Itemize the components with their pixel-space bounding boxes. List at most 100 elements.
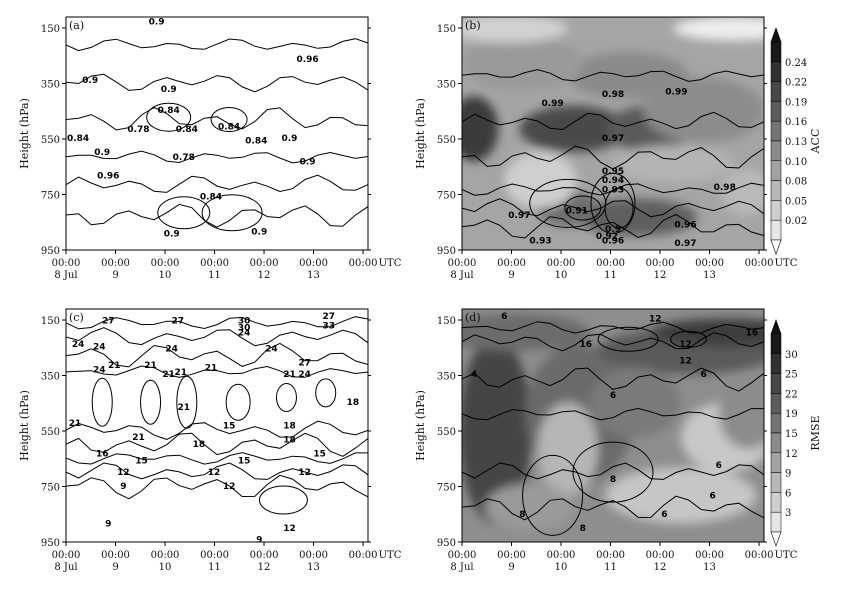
plot-frame (461, 16, 765, 251)
contour-label: 6 (610, 391, 616, 401)
contour-label: 24 (93, 342, 106, 352)
contour-label: 0.84 (158, 106, 180, 116)
colorbar-segment (770, 140, 782, 162)
y-tick-label: 350 (41, 372, 60, 383)
contour-line (462, 111, 764, 131)
contour-label: 0.96 (296, 55, 318, 65)
shaded-region (590, 367, 681, 438)
contour-line (66, 150, 368, 164)
x-tick-label-time: 00:00 (745, 550, 774, 561)
x-tick-label-time: 00:00 (101, 550, 130, 561)
x-tick-label-time: 00:00 (646, 550, 675, 561)
contour-label: 16 (580, 340, 593, 350)
x-unit-label: UTC (379, 258, 402, 269)
contour-label: 21 (174, 368, 187, 378)
x-axis: 00:008 Jul00:00900:001000:001100:001200:… (52, 250, 402, 281)
contour-label: 9 (120, 482, 126, 492)
x-tick-label-date: 13 (703, 562, 716, 573)
contour-line (66, 420, 368, 440)
plot-frame (65, 16, 369, 251)
y-axis-title: Height (hPa) (18, 390, 31, 461)
x-tick-label-date: 9 (112, 270, 118, 281)
contour-label: 12 (679, 340, 692, 350)
panel-d: 6 12 16 16 12 12 4 6 6 6 8 6 6 8 8 (d) 150 350 550 750 950 He… (414, 308, 822, 573)
colorbar-tick-label: 15 (785, 429, 798, 440)
contour-line (66, 38, 368, 52)
colorbar-tick-label: 6 (785, 488, 791, 499)
contour-loop (564, 195, 602, 221)
contour-loop (146, 102, 192, 132)
colorbar-tick-label: 9 (785, 469, 791, 480)
panel-a: 0.9 0.96 0.9 0.9 0.84 0.84 0.78 0.84 0.84 0.9 0.9 0… (18, 16, 402, 281)
colorbar-segment (770, 101, 782, 122)
contour-label: 6 (700, 370, 706, 380)
colorbar-tick-label: 0.13 (785, 137, 807, 148)
contour-loop (604, 187, 634, 229)
contour-line (462, 407, 764, 421)
x-tick-label-time: 00:00 (52, 258, 81, 269)
contour-label: 12 (298, 468, 311, 478)
contour-line (66, 106, 368, 131)
shaded-region (718, 378, 764, 449)
contour-loop (140, 379, 162, 425)
contour-label: 0.9 (300, 157, 316, 167)
colorbar-tick-label: 30 (785, 350, 798, 361)
colorbar-tick-label: 0.10 (785, 157, 807, 168)
colorbar-top-arrow (770, 319, 782, 335)
x-tick-label-time: 00:00 (547, 550, 576, 561)
x-tick-label-time: 00:00 (250, 258, 279, 269)
contour-labels: 6 12 16 16 12 12 4 6 6 6 8 6 6 8 8 (471, 312, 758, 534)
colorbar-segment (770, 472, 782, 493)
x-unit-label: UTC (775, 258, 798, 269)
y-tick-label: 950 (437, 246, 456, 257)
x-tick-label-time: 00:00 (646, 258, 675, 269)
x-tick-label-date: 11 (604, 270, 617, 281)
x-axis: 00:008 Jul00:00900:001000:001100:001200:… (448, 542, 798, 573)
shaded-field (462, 309, 764, 542)
y-axis: 150 350 550 750 950 Height (hPa) (414, 316, 767, 549)
shaded-region (643, 77, 764, 143)
contour-label: 18 (283, 422, 296, 432)
y-axis-title: Height (hPa) (18, 98, 31, 169)
contour-label: 21 (205, 363, 218, 373)
y-tick-label: 550 (41, 135, 60, 146)
contour-loop (201, 194, 263, 232)
x-tick-label-date: 11 (208, 562, 221, 573)
contour-line (462, 495, 764, 521)
colorbar-title: ACC (809, 129, 822, 155)
x-tick-label-time: 00:00 (151, 550, 180, 561)
panel-label: (a) (69, 19, 84, 32)
contour-label: 0.94 (602, 176, 624, 186)
x-tick-label-date: 9 (112, 562, 118, 573)
contour-label: 0.84 (218, 123, 240, 133)
contour-label: 21 (162, 370, 175, 380)
colorbar: 0.24 0.22 0.19 0.16 0.13 0.10 0.08 0.05 0.02 ACC (770, 27, 822, 255)
shaded-region (673, 17, 764, 41)
contour-line (66, 462, 368, 480)
contour-label: 24 (265, 345, 278, 355)
contour-line (462, 69, 764, 82)
colorbar-segment (770, 492, 782, 513)
contour-label: 8 (580, 524, 586, 534)
panel-label: (c) (69, 311, 84, 324)
contour-line (66, 174, 368, 193)
x-tick-label-date: 10 (555, 270, 568, 281)
x-tick-label-time: 00:00 (52, 550, 81, 561)
colorbar-segment (770, 180, 782, 201)
panel-label: (d) (465, 311, 481, 324)
contour-line (66, 342, 368, 368)
x-unit-label: UTC (775, 550, 798, 561)
contour-label: 6 (716, 461, 722, 471)
contour-label: 15 (135, 456, 148, 466)
colorbar-tick-label: 0.08 (785, 177, 807, 188)
shaded-region (484, 483, 576, 531)
x-tick-label-date: 13 (307, 562, 320, 573)
contour-label: 0.9 (282, 134, 298, 144)
contour-label: 24 (298, 370, 311, 380)
shaded-region (462, 96, 499, 162)
x-tick-label-date: 8 Jul (450, 562, 473, 573)
shaded-region (462, 336, 532, 524)
contour-label: 24 (93, 366, 106, 376)
